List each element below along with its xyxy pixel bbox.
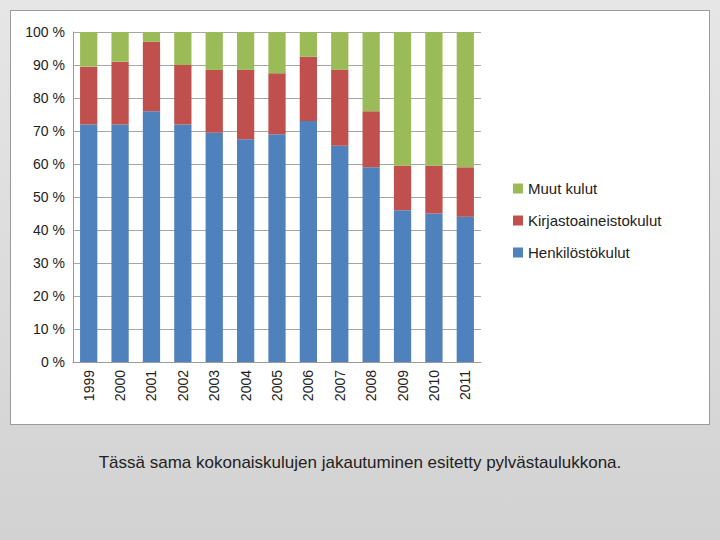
svg-text:100 %: 100 % [25,24,65,40]
svg-text:2004: 2004 [238,370,254,401]
svg-text:0 %: 0 % [41,354,65,370]
svg-text:2006: 2006 [300,370,316,401]
svg-text:2001: 2001 [143,370,159,401]
svg-text:40 %: 40 % [33,222,65,238]
svg-text:50 %: 50 % [33,189,65,205]
svg-text:2000: 2000 [112,370,128,401]
svg-text:60 %: 60 % [33,156,65,172]
svg-text:70 %: 70 % [33,123,65,139]
svg-text:90 %: 90 % [33,57,65,73]
svg-text:30 %: 30 % [33,255,65,271]
svg-text:2007: 2007 [332,370,348,401]
svg-text:10 %: 10 % [33,321,65,337]
svg-text:2003: 2003 [206,370,222,401]
svg-text:2008: 2008 [363,370,379,401]
svg-text:2002: 2002 [175,370,191,401]
svg-text:20 %: 20 % [33,288,65,304]
svg-text:80 %: 80 % [33,90,65,106]
svg-text:Kirjastoaineistokulut: Kirjastoaineistokulut [528,212,662,229]
svg-text:Henkilöstökulut: Henkilöstökulut [528,244,631,261]
svg-text:2011: 2011 [457,370,473,400]
svg-text:2010: 2010 [426,370,442,401]
svg-text:2005: 2005 [269,370,285,401]
svg-text:2009: 2009 [395,370,411,401]
svg-text:Muut kulut: Muut kulut [528,180,598,197]
html-text:Tässä sama kokonaiskulujen jak: Tässä sama kokonaiskulujen jakautuminen … [98,453,622,472]
svg-text:1999: 1999 [81,370,97,401]
